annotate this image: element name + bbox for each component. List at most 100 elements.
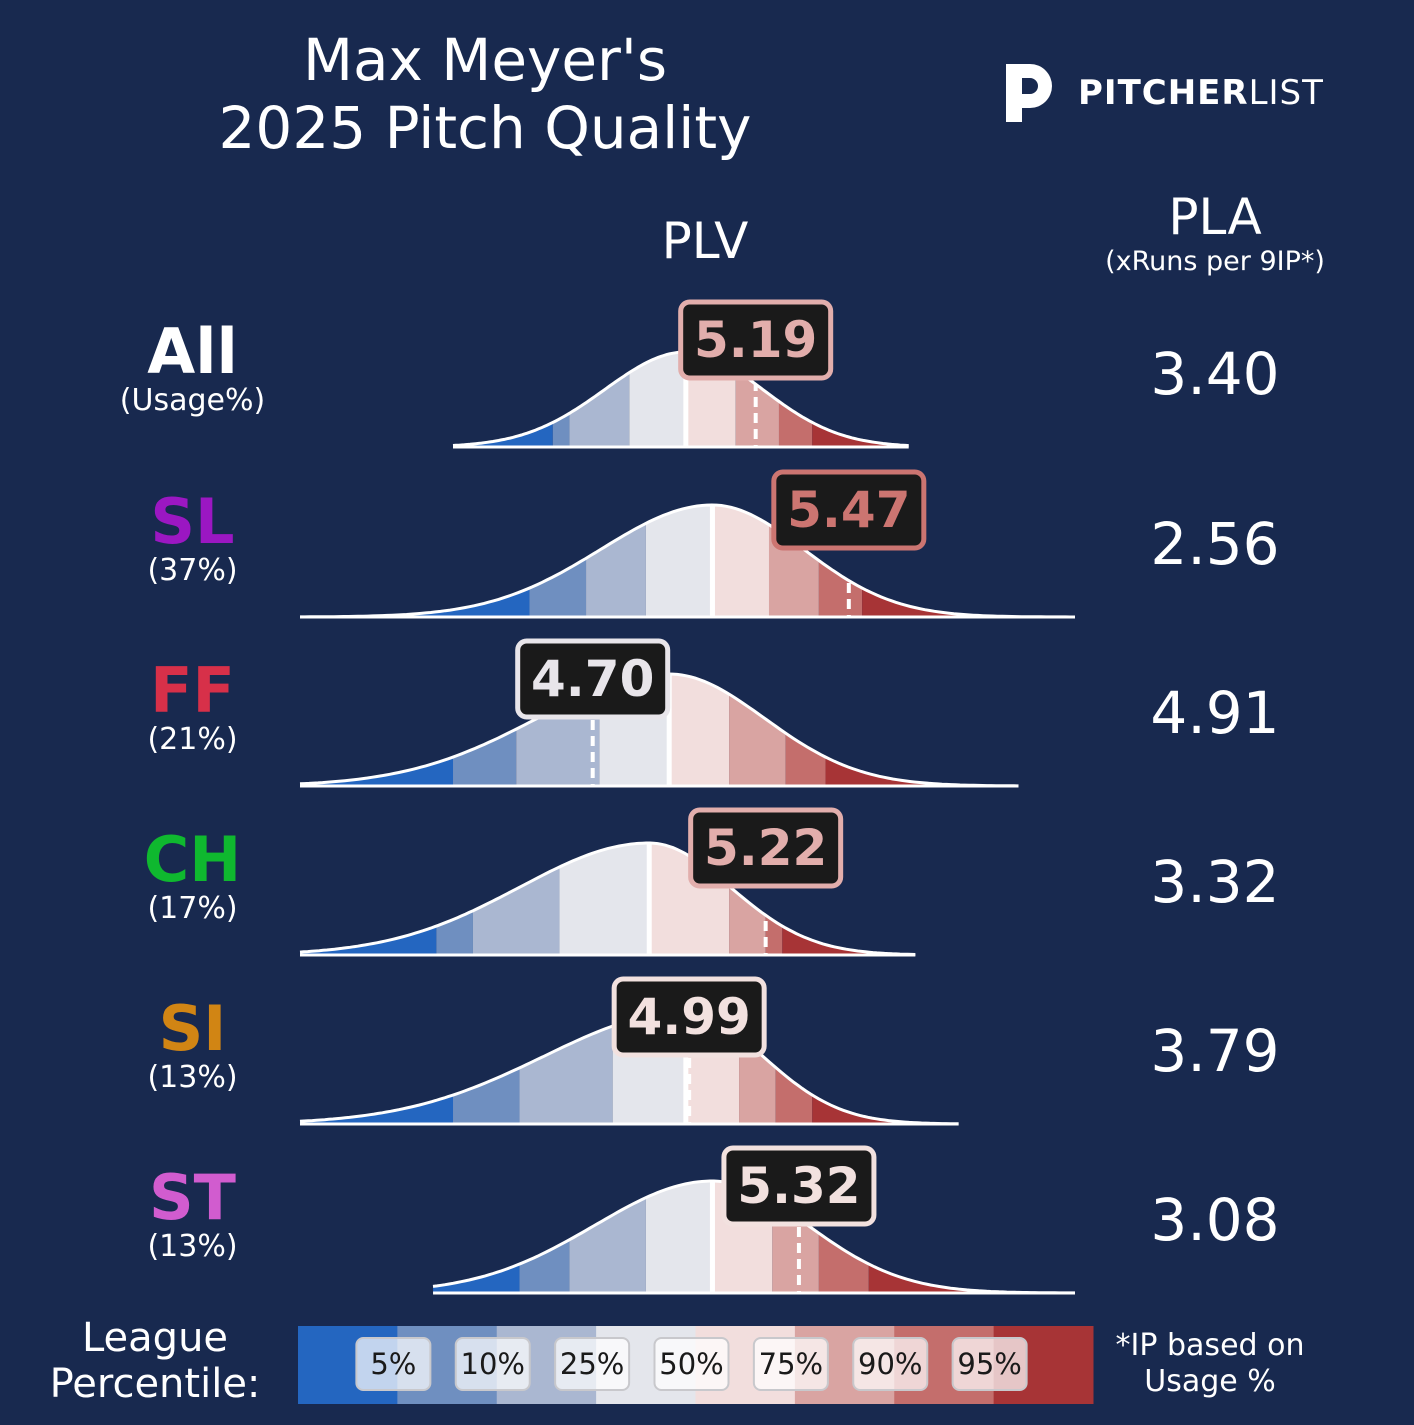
pitch-usage-ff: (21%) [147,722,238,757]
plv-box-ff [515,638,671,720]
pitch-usage-st: (13%) [147,1229,238,1264]
band-si-2 [519,1012,613,1124]
plv-value-all: 5.19 [694,311,817,369]
pitch-name-ff: FF [150,654,235,727]
band-ch-1 [436,843,473,955]
band-st-1 [519,1181,570,1293]
band-ff-5 [729,674,786,786]
band-st-3 [645,1181,713,1293]
distribution-ch: 5.22 [299,807,916,957]
ip-footnote: *IP based on Usage % [1100,1328,1320,1400]
pitch-usage-ch: (17%) [147,891,238,926]
pitcherlist-logo: PITCHERLIST [1000,58,1324,128]
pla-value-all: 3.40 [1150,340,1280,408]
band-all-3 [629,352,686,447]
distribution-ff: 4.70 [299,638,1019,788]
legend-chip-4 [752,1337,829,1391]
pitch-usage-sl: (37%) [147,553,238,588]
band-sl-4 [712,505,769,617]
title-line-2: 2025 Pitch Quality [218,94,752,162]
pitch-name-sl: SL [150,485,235,558]
chart-title: Max Meyer's 2025 Pitch Quality [150,26,820,162]
pitch-usage-all: (Usage%) [119,383,266,418]
legend-title-line-2: Percentile: [49,1361,261,1407]
logo-word-bold: PITCHER [1078,73,1249,113]
plv-column-header: PLV [661,212,749,270]
legend-chip-5 [852,1337,929,1391]
band-si-1 [453,1012,520,1124]
plv-box-sl [771,469,927,551]
band-ff-7 [825,674,1019,786]
plv-box-si [611,976,767,1058]
row-label-st: ST (13%) [90,1166,295,1264]
row-label-si: SI (13%) [90,997,295,1095]
legend-title-line-1: League [81,1315,229,1361]
band-all-1 [552,352,570,447]
density-outline-ch [299,841,916,956]
row-label-ff: FF (21%) [90,659,295,757]
distribution-si: 4.99 [299,976,959,1126]
plv-box-st [721,1145,877,1227]
pitcherlist-p-icon [1006,64,1052,122]
pla-value-sl: 2.56 [1150,510,1280,578]
pitch-name-st: ST [149,1161,236,1234]
legend-chip-6 [951,1337,1028,1391]
distribution-all: 5.19 [452,299,909,449]
plv-box-ch [688,807,844,889]
pla-subheader: (xRuns per 9IP*) [1105,246,1325,277]
band-ff-4 [669,674,730,786]
row-label-sl: SL (37%) [90,490,295,588]
band-sl-1 [529,505,587,617]
percentile-legend: 5% 10% 25% 50% 75% 90% 95% [298,1326,1094,1404]
pla-column-header: PLA (xRuns per 9IP*) [1080,188,1350,278]
footnote-line-1: *IP based on [1115,1328,1305,1363]
legend-title: League Percentile: [30,1315,280,1407]
legend-label-4: 75% [759,1347,823,1381]
logo-wordmark: PITCHERLIST [1078,73,1324,113]
legend-label-3: 50% [659,1347,723,1381]
band-st-2 [569,1181,646,1293]
row-label-all: All (Usage%) [90,320,295,418]
legend-label-0: 5% [370,1347,416,1381]
legend-chip-1 [454,1337,531,1391]
pitch-name-si: SI [158,992,227,1065]
pitch-name-ch: CH [143,823,242,896]
band-sl-3 [645,505,713,617]
pla-value-st: 3.08 [1150,1186,1280,1254]
legend-chip-3 [653,1337,730,1391]
legend-label-1: 10% [461,1347,525,1381]
plv-value-st: 5.32 [737,1157,860,1215]
band-st-0 [433,1181,520,1293]
pitch-name-all: All [147,315,238,388]
distribution-st: 5.32 [432,1145,1075,1295]
pla-value-ch: 3.32 [1150,848,1280,916]
band-st-7 [868,1181,1075,1293]
plv-value-sl: 5.47 [787,481,910,539]
plv-value-ch: 5.22 [704,819,827,877]
legend-label-6: 95% [957,1347,1021,1381]
legend-chip-2 [554,1337,631,1391]
band-sl-0 [300,505,530,617]
plv-value-ff: 4.70 [531,650,654,708]
footnote-line-2: Usage % [1144,1364,1276,1399]
row-label-ch: CH (17%) [90,828,295,926]
band-all-2 [569,352,630,447]
title-line-1: Max Meyer's [302,26,668,94]
band-ff-1 [453,674,517,786]
band-ff-6 [785,674,826,786]
pla-value-ff: 4.91 [1150,679,1280,747]
logo-word-light: LIST [1248,73,1324,113]
band-ff-0 [300,674,454,786]
plv-value-si: 4.99 [627,988,750,1046]
legend-label-5: 90% [858,1347,922,1381]
legend-chip-0 [355,1337,432,1391]
pitch-usage-si: (13%) [147,1060,238,1095]
distribution-sl: 5.47 [300,469,1075,619]
density-outline-sl [300,503,1075,619]
pla-header-text: PLA [1168,188,1262,246]
pla-value-si: 3.79 [1150,1017,1280,1085]
legend-label-2: 25% [560,1347,624,1381]
plv-box-all [678,299,834,381]
band-si-6 [775,1012,813,1124]
